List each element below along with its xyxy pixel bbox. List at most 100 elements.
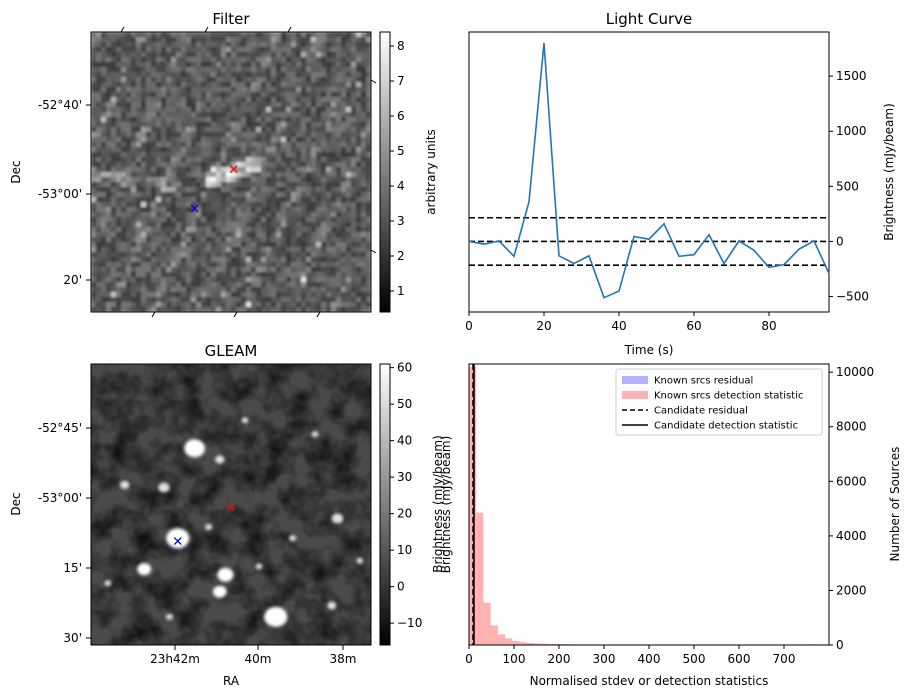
filter-pixel: [286, 52, 292, 58]
filter-pixel: [91, 197, 97, 203]
filter-pixel: [146, 242, 152, 248]
filter-pixel: [321, 57, 327, 63]
filter-pixel: [356, 277, 362, 283]
filter-pixel: [101, 122, 107, 128]
filter-pixel: [276, 107, 282, 113]
filter-pixel: [156, 267, 162, 273]
filter-pixel: [116, 142, 122, 148]
filter-pixel: [111, 202, 117, 208]
filter-pixel: [311, 242, 317, 248]
filter-pixel: [301, 192, 307, 198]
filter-pixel: [231, 287, 237, 293]
filter-pixel: [211, 37, 217, 43]
filter-pixel: [361, 307, 367, 313]
filter-pixel: [331, 172, 337, 178]
filter-pixel: [316, 302, 322, 308]
filter-pixel: [231, 202, 237, 208]
filter-pixel: [211, 172, 217, 178]
filter-pixel: [346, 52, 352, 58]
filter-pixel: [111, 237, 117, 243]
filter-pixel: [131, 177, 137, 183]
filter-pixel: [246, 172, 252, 178]
filter-pixel: [106, 307, 112, 313]
filter-pixel: [316, 252, 322, 258]
filter-pixel: [241, 112, 247, 118]
filter-pixel: [171, 302, 177, 308]
filter-pixel: [186, 217, 192, 223]
filter-pixel: [116, 227, 122, 233]
filter-pixel: [171, 232, 177, 238]
filter-pixel: [296, 87, 302, 93]
histogram-bar: [469, 366, 477, 645]
filter-pixel: [271, 92, 277, 98]
filter-pixel: [291, 282, 297, 288]
filter-pixel: [101, 217, 107, 223]
filter-pixel: [291, 307, 297, 313]
filter-pixel: [181, 112, 187, 118]
filter-pixel: [266, 297, 272, 303]
filter-pixel: [196, 292, 202, 298]
filter-pixel: [221, 32, 227, 38]
filter-pixel: [251, 182, 257, 188]
filter-pixel: [206, 32, 212, 38]
filter-pixel: [201, 172, 207, 178]
filter-pixel: [276, 97, 282, 103]
filter-pixel: [311, 292, 317, 298]
filter-pixel: [196, 112, 202, 118]
filter-pixel: [151, 232, 157, 238]
filter-pixel: [366, 252, 372, 258]
lightcurve-ytick-label: 1500: [836, 69, 867, 83]
filter-pixel: [351, 57, 357, 63]
filter-pixel: [166, 232, 172, 238]
filter-pixel: [156, 122, 162, 128]
filter-pixel: [301, 122, 307, 128]
gleam-source: [104, 580, 112, 587]
filter-pixel: [146, 127, 152, 133]
filter-pixel: [111, 172, 117, 178]
filter-pixel: [176, 127, 182, 133]
filter-pixel: [281, 32, 287, 38]
filter-pixel: [276, 287, 282, 293]
filter-pixel: [216, 102, 222, 108]
filter-pixel: [111, 112, 117, 118]
filter-pixel: [341, 202, 347, 208]
filter-pixel: [321, 132, 327, 138]
filter-pixel: [281, 117, 287, 123]
filter-pixel: [141, 202, 147, 208]
filter-pixel: [186, 232, 192, 238]
filter-pixel: [141, 52, 147, 58]
filter-pixel: [281, 272, 287, 278]
filter-pixel: [151, 132, 157, 138]
filter-pixel: [96, 62, 102, 68]
filter-pixel: [321, 222, 327, 228]
filter-pixel: [211, 167, 217, 173]
filter-pixel: [136, 272, 142, 278]
filter-pixel: [316, 292, 322, 298]
filter-pixel: [316, 227, 322, 233]
filter-pixel: [311, 192, 317, 198]
filter-pixel: [101, 227, 107, 233]
filter-pixel: [106, 92, 112, 98]
filter-pixel: [366, 222, 372, 228]
filter-pixel: [346, 257, 352, 263]
filter-pixel: [266, 287, 272, 293]
histogram-xtick-label: 400: [638, 652, 661, 666]
filter-pixel: [171, 32, 177, 38]
filter-pixel: [366, 227, 372, 233]
filter-pixel: [236, 162, 242, 168]
filter-pixel: [156, 42, 162, 48]
filter-pixel: [141, 92, 147, 98]
filter-pixel: [291, 172, 297, 178]
filter-pixel: [276, 242, 282, 248]
filter-pixel: [321, 32, 327, 38]
filter-pixel: [151, 282, 157, 288]
filter-pixel: [216, 52, 222, 58]
filter-pixel: [91, 262, 97, 268]
filter-pixel: [361, 122, 367, 128]
filter-pixel: [111, 302, 117, 308]
filter-pixel: [281, 47, 287, 53]
filter-pixel: [226, 102, 232, 108]
filter-pixel: [96, 82, 102, 88]
filter-pixel: [91, 227, 97, 233]
filter-pixel: [241, 257, 247, 263]
